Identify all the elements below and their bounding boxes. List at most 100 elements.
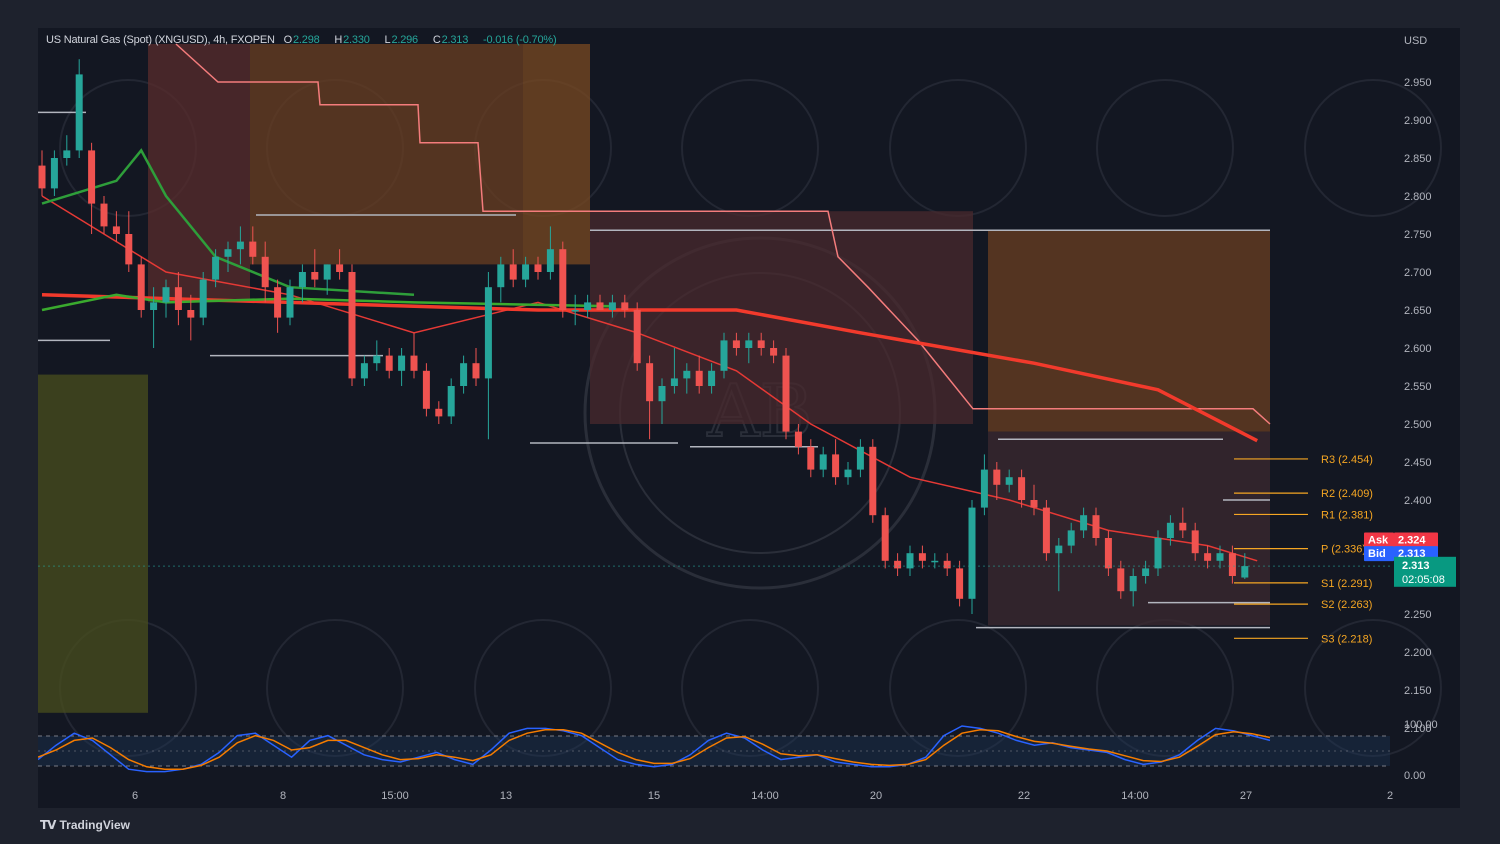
session-boxes <box>38 43 1271 629</box>
zone-green <box>38 374 148 713</box>
zone-orange-3 <box>988 230 1270 432</box>
candle-body <box>1228 553 1236 576</box>
watermark-seal <box>1096 79 1234 217</box>
chart-panel[interactable]: AB R3 (2.454)R2 (2.409)R1 (2.381)P (2.33… <box>38 28 1460 808</box>
y-tick-label: 2.950 <box>1404 77 1432 89</box>
candle-body <box>38 165 46 189</box>
candle <box>298 264 306 303</box>
candle <box>261 241 269 303</box>
pivot-label-r2: R2 (2.409) <box>1321 488 1373 500</box>
candle <box>509 249 517 288</box>
candle-body <box>844 469 852 478</box>
last-price-value: 2.313 <box>1402 560 1430 572</box>
candle <box>1055 538 1063 592</box>
candle-body <box>534 264 542 272</box>
candle <box>844 462 852 485</box>
candle <box>88 142 96 234</box>
candle-body <box>199 279 207 318</box>
candle-body <box>943 560 951 569</box>
ask-value-tag-bg <box>1394 532 1438 548</box>
candle <box>50 150 58 196</box>
y-tick-label: 2.800 <box>1404 191 1432 203</box>
high-label: H <box>334 34 343 46</box>
candle-body <box>484 287 492 379</box>
last-price-tag: 2.313 02:05:08 <box>1394 556 1456 587</box>
candle <box>608 294 616 318</box>
candle-body <box>546 249 554 272</box>
candle <box>348 264 356 386</box>
candle-body <box>584 302 592 310</box>
bid-label-tag: Bid <box>1364 546 1394 562</box>
candle-body <box>497 264 505 288</box>
candle-body <box>187 310 195 318</box>
candle-body <box>1191 530 1199 554</box>
candle <box>658 378 666 424</box>
candle <box>770 340 778 364</box>
pivot-label-s3: S3 (2.218) <box>1321 633 1372 645</box>
candle-body <box>596 302 604 310</box>
candle <box>373 340 381 371</box>
candle <box>732 332 740 356</box>
zone-red-1 <box>148 44 250 303</box>
low-value: 2.296 <box>391 34 418 46</box>
candle-body <box>1216 553 1224 561</box>
x-tick-label: 13 <box>500 790 512 802</box>
last-price-bg <box>1394 556 1456 587</box>
candle-body <box>336 264 344 272</box>
candle <box>832 439 840 485</box>
oscillator-tick: 0.00 <box>1404 770 1425 782</box>
candle-body <box>708 370 716 386</box>
candle <box>38 150 46 196</box>
x-tick-label: 14:00 <box>751 790 779 802</box>
range-zones <box>38 44 1270 713</box>
x-tick-label: 14:00 <box>1121 790 1149 802</box>
candle-body <box>918 553 926 561</box>
candle <box>546 226 554 280</box>
time-axis[interactable]: 6 8 15:00 13 15 14:00 20 22 14:00 27 2 <box>132 790 1393 802</box>
candle <box>1216 545 1224 569</box>
candle <box>1067 522 1075 554</box>
high-value: 2.330 <box>343 34 370 46</box>
tradingview-brand[interactable]: TV TradingView <box>40 818 130 832</box>
candle <box>1129 568 1137 607</box>
candle-body <box>856 446 864 470</box>
candle-body <box>1005 477 1013 485</box>
candle <box>1154 530 1162 576</box>
candle <box>522 256 530 288</box>
pivot-label-s2: S2 (2.263) <box>1321 599 1372 611</box>
x-tick-label: 2 <box>1387 790 1393 802</box>
y-tick-label: 2.600 <box>1404 343 1432 355</box>
candle <box>336 249 344 280</box>
candles-group <box>38 59 1249 614</box>
candle-body <box>1067 530 1075 546</box>
candle-body <box>323 264 331 280</box>
candle <box>1080 507 1088 538</box>
candle <box>174 272 182 326</box>
watermark-seal <box>681 79 819 217</box>
candle-body <box>633 310 641 364</box>
candle <box>63 135 71 166</box>
candle-body <box>832 454 840 478</box>
price-chart[interactable]: AB R3 (2.454)R2 (2.409)R1 (2.381)P (2.33… <box>38 28 1460 808</box>
tradingview-logo-icon: TV <box>40 818 57 832</box>
candle-body <box>137 264 145 310</box>
candle <box>956 560 964 607</box>
watermark-seal <box>1096 619 1234 757</box>
candle <box>1018 469 1026 508</box>
candle <box>1204 545 1212 569</box>
x-tick-label: 15 <box>648 790 660 802</box>
x-tick-label: 8 <box>280 790 286 802</box>
candle <box>869 439 877 523</box>
candle <box>584 294 592 318</box>
change-value: -0.016 (-0.70%) <box>482 34 557 46</box>
candle-body <box>757 340 765 348</box>
candle-body <box>1241 566 1249 578</box>
watermark-seal <box>1304 619 1442 757</box>
ask-label-tag-bg <box>1364 532 1394 548</box>
candle <box>968 500 976 614</box>
symbol-title: US Natural Gas (Spot) (XNGUSD), 4h, FXOP… <box>46 34 275 46</box>
candle <box>745 332 753 364</box>
candle <box>856 439 864 478</box>
candle-body <box>410 355 418 371</box>
candle <box>794 424 802 455</box>
